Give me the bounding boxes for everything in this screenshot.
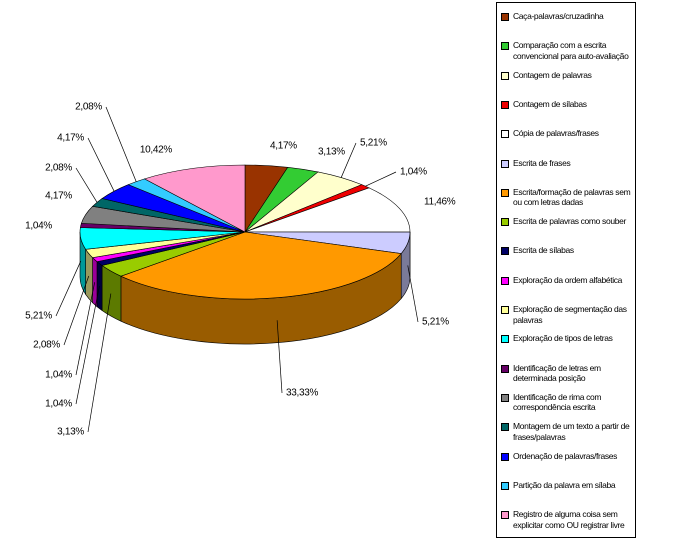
- legend-swatch: [501, 511, 509, 520]
- legend-swatch: [501, 188, 509, 197]
- leader-line: [87, 293, 112, 433]
- legend-item: Contagem de sílabas: [501, 99, 635, 110]
- legend-label: Escrita de palavras como souber: [513, 216, 626, 227]
- slice-side: [92, 256, 98, 308]
- legend-item: Montagem de um texto a partir de frases/…: [501, 421, 635, 442]
- legend-swatch: [501, 481, 509, 490]
- legend-swatch: [501, 452, 509, 461]
- leader-line: [55, 260, 82, 317]
- data-label: 5,21%: [25, 311, 52, 322]
- data-label: 4,17%: [57, 133, 84, 144]
- leader-line: [87, 137, 115, 192]
- legend-item: Comparação com a escrita convencional pa…: [501, 40, 635, 61]
- legend-swatch: [501, 42, 509, 51]
- data-label: 33,33%: [286, 388, 319, 399]
- slice: [143, 164, 246, 233]
- legend-label: Partição da palavra em sílaba: [513, 479, 616, 490]
- data-label: 2,08%: [33, 340, 60, 351]
- legend-item: Identificação de letras em determinada p…: [501, 363, 635, 384]
- slice: [120, 231, 402, 300]
- data-label: 1,04%: [25, 221, 52, 232]
- legend-label: Escrita/formação de palavras sem ou com …: [513, 186, 631, 208]
- legend-label: Montagem de um texto a partir de frases/…: [513, 421, 630, 442]
- legend-item: Contagem de palavras: [501, 70, 635, 81]
- legend-swatch: [501, 276, 509, 285]
- leader-line: [75, 167, 98, 203]
- legend-item: Escrita de sílabas: [501, 245, 635, 256]
- legend-swatch: [501, 100, 509, 109]
- legend-swatch: [501, 364, 509, 373]
- legend-item: Identificação de rima com correspondênci…: [501, 392, 635, 413]
- legend-swatch: [501, 306, 509, 314]
- legend-label: Cópia de palavras/frases: [513, 128, 599, 139]
- legend-label: Exploração de segmentação das palavras: [513, 304, 627, 325]
- legend-swatch: [501, 247, 509, 256]
- data-label: 1,04%: [45, 399, 72, 410]
- leader-line: [75, 285, 100, 405]
- legend-swatch: [501, 423, 509, 432]
- slice-side: [85, 248, 93, 304]
- legend-swatch: [501, 393, 509, 402]
- legend-label: Identificação de rima com correspondênci…: [513, 391, 602, 413]
- legend-label: Comparação com a escrita convencional pa…: [513, 40, 629, 61]
- data-label: 5,21%: [360, 138, 387, 149]
- data-label: 4,17%: [45, 191, 72, 202]
- legend-item: Escrita de palavras como souber: [501, 216, 635, 227]
- leader-line: [105, 106, 137, 182]
- legend-label: Escrita de sílabas: [513, 245, 574, 256]
- legend-item: Caça-palavras/cruzadinha: [501, 11, 635, 22]
- legend-swatch: [501, 159, 509, 168]
- data-label: 2,08%: [45, 163, 72, 174]
- data-label: 3,13%: [57, 427, 84, 438]
- legend-item: Exploração de segmentação das palavras: [501, 304, 635, 325]
- legend-label: Registro de alguma coisa sem explicitar …: [513, 509, 625, 530]
- data-label: 10,42%: [140, 145, 173, 156]
- legend-label: Caça-palavras/cruzadinha: [513, 11, 604, 21]
- data-label: 5,21%: [422, 317, 449, 328]
- data-label: 3,13%: [318, 147, 345, 158]
- legend-label: Ordenação de palavras/frases: [513, 450, 618, 461]
- leader-line: [365, 171, 397, 187]
- legend-item: Exploração da ordem alfabética: [501, 275, 635, 286]
- legend-swatch: [501, 335, 509, 344]
- legend: Caça-palavras/cruzadinha Comparação com a…: [496, 2, 636, 538]
- legend-item: Partição da palavra em sílaba: [501, 480, 635, 491]
- data-label: 2,08%: [75, 102, 102, 113]
- slice: [244, 187, 411, 233]
- data-label: 1,04%: [400, 167, 427, 178]
- leader-line: [63, 275, 90, 346]
- legend-swatch: [501, 130, 509, 139]
- data-label: 4,17%: [270, 141, 297, 152]
- legend-item: Exploração de tipos de letras: [501, 333, 635, 344]
- legend-item: Ordenação de palavras/frases: [501, 451, 635, 462]
- legend-label: Exploração da ordem alfabética: [513, 274, 623, 285]
- legend-swatch: [501, 218, 509, 227]
- leader-line: [340, 142, 357, 178]
- legend-item: Cópia de palavras/frases: [501, 128, 635, 139]
- legend-label: Exploração de tipos de letras: [513, 333, 613, 344]
- data-label: 11,46%: [424, 197, 456, 208]
- legend-swatch: [501, 71, 509, 80]
- legend-item: Escrita/formação de palavras sem ou com …: [501, 187, 635, 208]
- legend-label: Contagem de sílabas: [513, 98, 587, 109]
- legend-label: Identificação de letras em determinada p…: [513, 362, 601, 384]
- pie-area: 4,17% 3,13% 5,21% 1,04% 11,46% 5,21% 33,33% 3,1…: [25, 102, 456, 438]
- data-label: 1,04%: [45, 370, 72, 381]
- leader-line: [75, 282, 96, 376]
- leader-line: [276, 320, 283, 394]
- slice-side: [96, 260, 103, 312]
- leader-line: [407, 265, 419, 323]
- legend-item: Escrita de frases: [501, 158, 635, 169]
- legend-label: Contagem de palavras: [513, 69, 592, 80]
- legend-item: Registro de alguma coisa sem explicitar …: [501, 509, 635, 530]
- legend-swatch: [501, 13, 509, 21]
- legend-label: Escrita de frases: [513, 157, 571, 168]
